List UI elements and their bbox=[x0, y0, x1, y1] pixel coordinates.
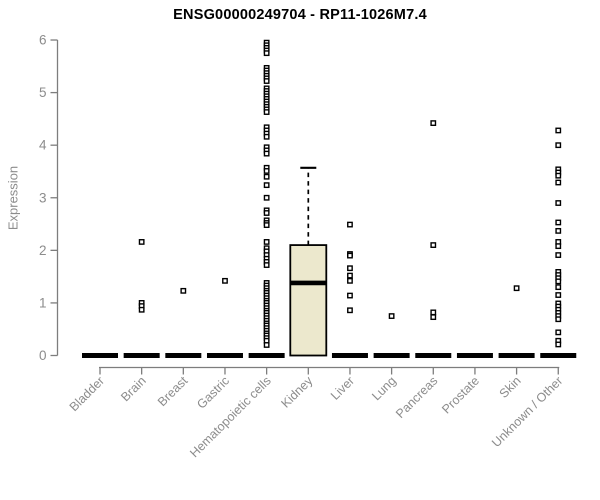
box bbox=[289, 244, 328, 357]
y-tick-label: 1 bbox=[39, 295, 47, 310]
data-point bbox=[555, 329, 562, 336]
data-point bbox=[263, 150, 270, 157]
collapsed-box bbox=[498, 353, 535, 358]
data-point bbox=[555, 200, 562, 206]
data-point bbox=[138, 306, 145, 313]
x-tick-label: Hematopoietic cells bbox=[187, 374, 274, 461]
collapsed-box bbox=[248, 353, 285, 358]
x-tick-label: Lung bbox=[369, 374, 399, 404]
data-point bbox=[555, 179, 562, 186]
data-point bbox=[555, 341, 562, 348]
collapsed-box bbox=[165, 353, 202, 358]
data-point bbox=[430, 314, 437, 321]
data-point bbox=[347, 221, 353, 228]
data-point bbox=[138, 239, 145, 245]
data-point bbox=[555, 316, 562, 323]
collapsed-box bbox=[82, 353, 118, 358]
data-point bbox=[430, 242, 437, 248]
y-tick-label: 4 bbox=[39, 138, 47, 153]
data-point bbox=[430, 120, 437, 126]
data-point bbox=[263, 173, 270, 180]
data-point bbox=[347, 252, 353, 259]
data-point bbox=[430, 309, 437, 316]
collapsed-box bbox=[123, 353, 160, 358]
collapsed-box bbox=[373, 353, 410, 358]
data-point bbox=[513, 285, 520, 292]
collapsed-box bbox=[206, 353, 243, 358]
data-point bbox=[347, 272, 353, 279]
data-point bbox=[555, 127, 562, 134]
data-point bbox=[180, 287, 187, 294]
data-point bbox=[555, 219, 562, 226]
data-point bbox=[347, 292, 353, 299]
data-point bbox=[555, 284, 562, 291]
data-point bbox=[222, 277, 228, 284]
data-point bbox=[263, 342, 270, 348]
chart-title: ENSG00000249704 - RP11-1026M7.4 bbox=[173, 7, 427, 23]
x-tick-label: Kidney bbox=[278, 373, 315, 410]
data-point bbox=[263, 194, 270, 201]
data-point bbox=[555, 252, 562, 258]
data-point bbox=[263, 78, 270, 84]
x-tick-label: Pancreas bbox=[393, 374, 440, 421]
x-tick-label: Skin bbox=[497, 374, 524, 401]
data-point bbox=[555, 172, 562, 179]
x-tick-label: Gastric bbox=[194, 374, 232, 412]
data-point bbox=[388, 313, 395, 319]
data-point bbox=[347, 265, 353, 272]
y-tick-label: 0 bbox=[39, 348, 47, 363]
x-tick-label: Bladder bbox=[67, 374, 107, 414]
data-point bbox=[263, 133, 270, 140]
data-point bbox=[263, 50, 270, 57]
data-point bbox=[263, 182, 270, 189]
data-point bbox=[555, 142, 562, 149]
data-point bbox=[263, 210, 270, 216]
data-point bbox=[347, 307, 353, 314]
collapsed-box bbox=[331, 353, 368, 358]
collapsed-box bbox=[540, 353, 577, 358]
x-tick-label: Brain bbox=[118, 374, 149, 405]
y-tick-label: 5 bbox=[39, 85, 47, 100]
data-point bbox=[347, 277, 353, 284]
data-point bbox=[555, 227, 562, 234]
data-point bbox=[555, 292, 562, 298]
collapsed-box bbox=[415, 353, 452, 358]
collapsed-box bbox=[456, 353, 493, 358]
data-point bbox=[555, 243, 562, 250]
x-tick-label: Liver bbox=[328, 374, 357, 403]
data-point bbox=[263, 239, 270, 245]
y-tick-label: 2 bbox=[39, 243, 47, 258]
y-tick-label: 3 bbox=[39, 190, 47, 205]
x-tick-label: Prostate bbox=[439, 374, 482, 417]
y-tick-label: 6 bbox=[39, 33, 47, 48]
data-point bbox=[263, 222, 270, 229]
x-tick-label: Breast bbox=[155, 373, 191, 409]
data-point bbox=[263, 262, 270, 268]
data-point bbox=[555, 278, 562, 285]
x-tick-label: Unknown / Other bbox=[489, 374, 565, 450]
data-point bbox=[263, 168, 270, 174]
data-point bbox=[263, 109, 270, 115]
